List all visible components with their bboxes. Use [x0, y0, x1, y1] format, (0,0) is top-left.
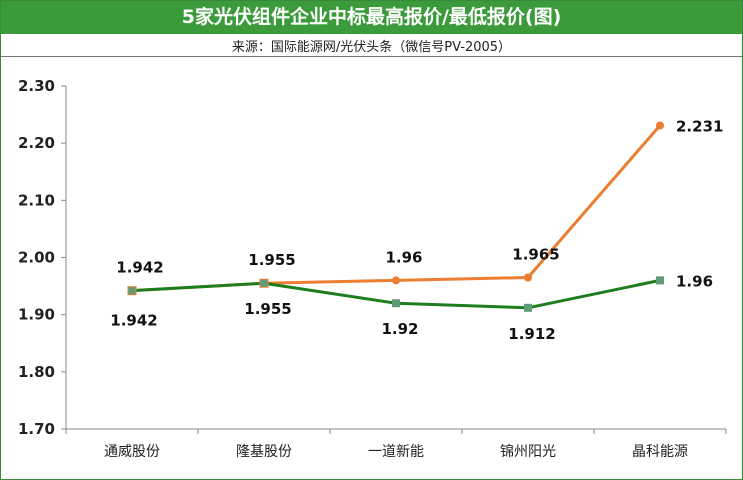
y-tick-label: 2.00 [18, 249, 55, 267]
data-point-low [656, 276, 664, 285]
data-point-low [524, 303, 532, 312]
data-label-low: 1.912 [508, 325, 555, 343]
x-tick-label: 通威股份 [104, 444, 160, 460]
y-tick-label: 1.80 [18, 363, 55, 381]
chart-title: 5家光伏组件企业中标最高报价/最低报价(图) [1, 1, 742, 34]
x-tick-label: 一道新能 [368, 444, 424, 460]
data-label-high: 1.942 [116, 259, 163, 277]
x-tick-label: 隆基股份 [236, 443, 292, 460]
data-point-high [259, 278, 269, 288]
x-tick-label: 锦州阳光 [500, 443, 556, 460]
data-label-high: 1.965 [512, 246, 559, 264]
title-divider [1, 56, 742, 57]
data-point-high [392, 276, 400, 285]
data-label-low: 1.955 [244, 300, 291, 318]
data-point-high [656, 121, 664, 130]
data-label-low: 1.92 [381, 320, 418, 338]
data-label-high: 1.96 [385, 248, 422, 266]
data-label-low: 1.96 [676, 272, 713, 290]
data-point-high [127, 286, 137, 296]
data-point-high [524, 273, 532, 282]
y-tick-label: 2.10 [18, 191, 55, 209]
data-label-low: 1.942 [110, 312, 157, 330]
y-tick-label: 1.70 [18, 420, 55, 438]
y-tick-label: 1.90 [18, 306, 55, 324]
x-tick-label: 晶科能源 [632, 444, 688, 460]
data-label-high: 1.955 [248, 251, 295, 269]
chart-source: 来源：国际能源网/光伏头条（微信号PV-2005） [231, 40, 512, 55]
data-label-high: 2.231 [676, 117, 723, 135]
data-point-low [392, 299, 400, 308]
y-tick-label: 2.20 [18, 134, 55, 152]
y-tick-label: 2.30 [18, 77, 55, 95]
